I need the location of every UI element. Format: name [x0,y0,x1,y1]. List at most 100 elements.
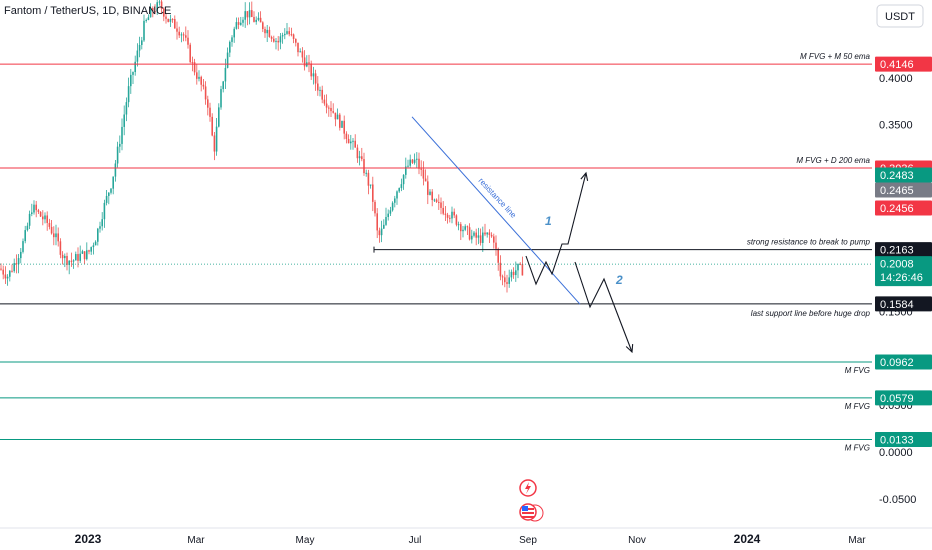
candle-body [202,84,205,87]
candle-body [273,38,275,42]
candle-body [389,210,392,214]
candle-body [288,31,290,35]
candle-body [405,166,407,175]
candle-body [253,16,255,22]
candle-body [59,241,62,255]
candle-body [398,188,400,192]
candle-body [332,111,334,113]
price-badge [875,200,932,216]
candle-body [26,225,29,231]
candle-body [141,40,143,45]
candle-body [517,263,519,271]
level-label: last support line before huge drop [751,309,871,318]
candle-body [374,201,376,214]
flash-event-icon[interactable] [519,479,537,497]
candle-body [160,1,163,9]
scenario-2-arrow[interactable] [574,261,633,353]
candle-body [180,34,183,36]
candle-body [15,263,18,265]
candle-body [20,251,22,259]
price-badge-countdown: 14:26:46 [880,272,923,284]
candle-body [143,20,145,41]
candle-body [495,242,497,249]
candle-body [394,198,396,203]
candle-body [242,19,244,23]
candle-body [512,271,515,276]
candle-body [499,262,502,277]
scenario-2-arrow-head [625,343,634,354]
candle-body [334,112,337,120]
candle-body [299,51,301,53]
candle-body [97,228,99,242]
candle-body [198,76,200,79]
candle-body [105,195,108,203]
candle-body [286,31,288,34]
y-tick-label: -0.0500 [879,494,916,506]
candle-body [292,34,295,39]
x-tick-label: 2024 [734,532,761,546]
resistance-trendline[interactable] [411,116,581,305]
candle-body [64,255,66,259]
candle-body [295,38,297,43]
candle-body [55,233,57,238]
candle-body [354,140,356,148]
candle-body [130,74,132,87]
candle-body [174,19,176,29]
currency-button[interactable]: USDT [876,4,924,28]
candle-body [369,184,372,186]
currency-label: USDT [885,11,915,23]
candle-body [213,135,216,152]
candle-body [440,202,442,208]
candle-body [231,37,233,42]
x-tick-label: Sep [519,535,537,546]
candle-body [132,72,134,75]
candle-body [61,254,64,259]
candle-body [0,268,2,270]
candle-body [112,176,114,189]
candle-body [44,215,46,220]
price-badge [875,296,932,312]
candle-body [244,11,246,20]
candle-body [279,36,282,43]
candle-body [2,269,4,275]
candle-body [385,217,387,225]
candle-body [196,72,198,79]
level-label: strong resistance to break to pump [747,238,871,247]
candle-body [336,114,339,120]
candle-body [204,86,207,100]
candle-body [103,202,106,220]
candle-body [90,247,92,252]
x-tick-label: Mar [187,535,205,546]
price-badge-value: 0.1584 [880,299,914,311]
candle-body [136,50,139,62]
candle-body [475,232,477,238]
candle-body [169,19,172,22]
candle-body [323,99,326,104]
candle-body [431,191,433,201]
candle-body [350,141,352,144]
candle-body [365,172,367,174]
candle-body [330,107,332,112]
level-label: M FVG [845,444,870,453]
candle-body [455,215,458,225]
scenario-1-arrow[interactable] [525,172,587,286]
x-tick-label: 2023 [75,532,102,546]
price-badge-value: 0.2465 [880,185,914,197]
candle-body [24,230,26,242]
candle-body [125,102,128,115]
candle-body [4,274,7,279]
candle-body [114,163,117,177]
candle-body [42,216,44,220]
candle-body [429,191,431,195]
candle-body [66,255,68,265]
candle-body [264,29,266,34]
price-badge-value: 0.0133 [880,435,914,447]
candle-body [321,89,323,100]
candle-body [224,67,227,82]
x-tick-label: Jul [409,535,422,546]
scenario-1-label: 1 [545,214,552,228]
candle-body [407,165,409,167]
us-flag-event-icon[interactable] [519,503,544,522]
candle-body [147,17,150,20]
